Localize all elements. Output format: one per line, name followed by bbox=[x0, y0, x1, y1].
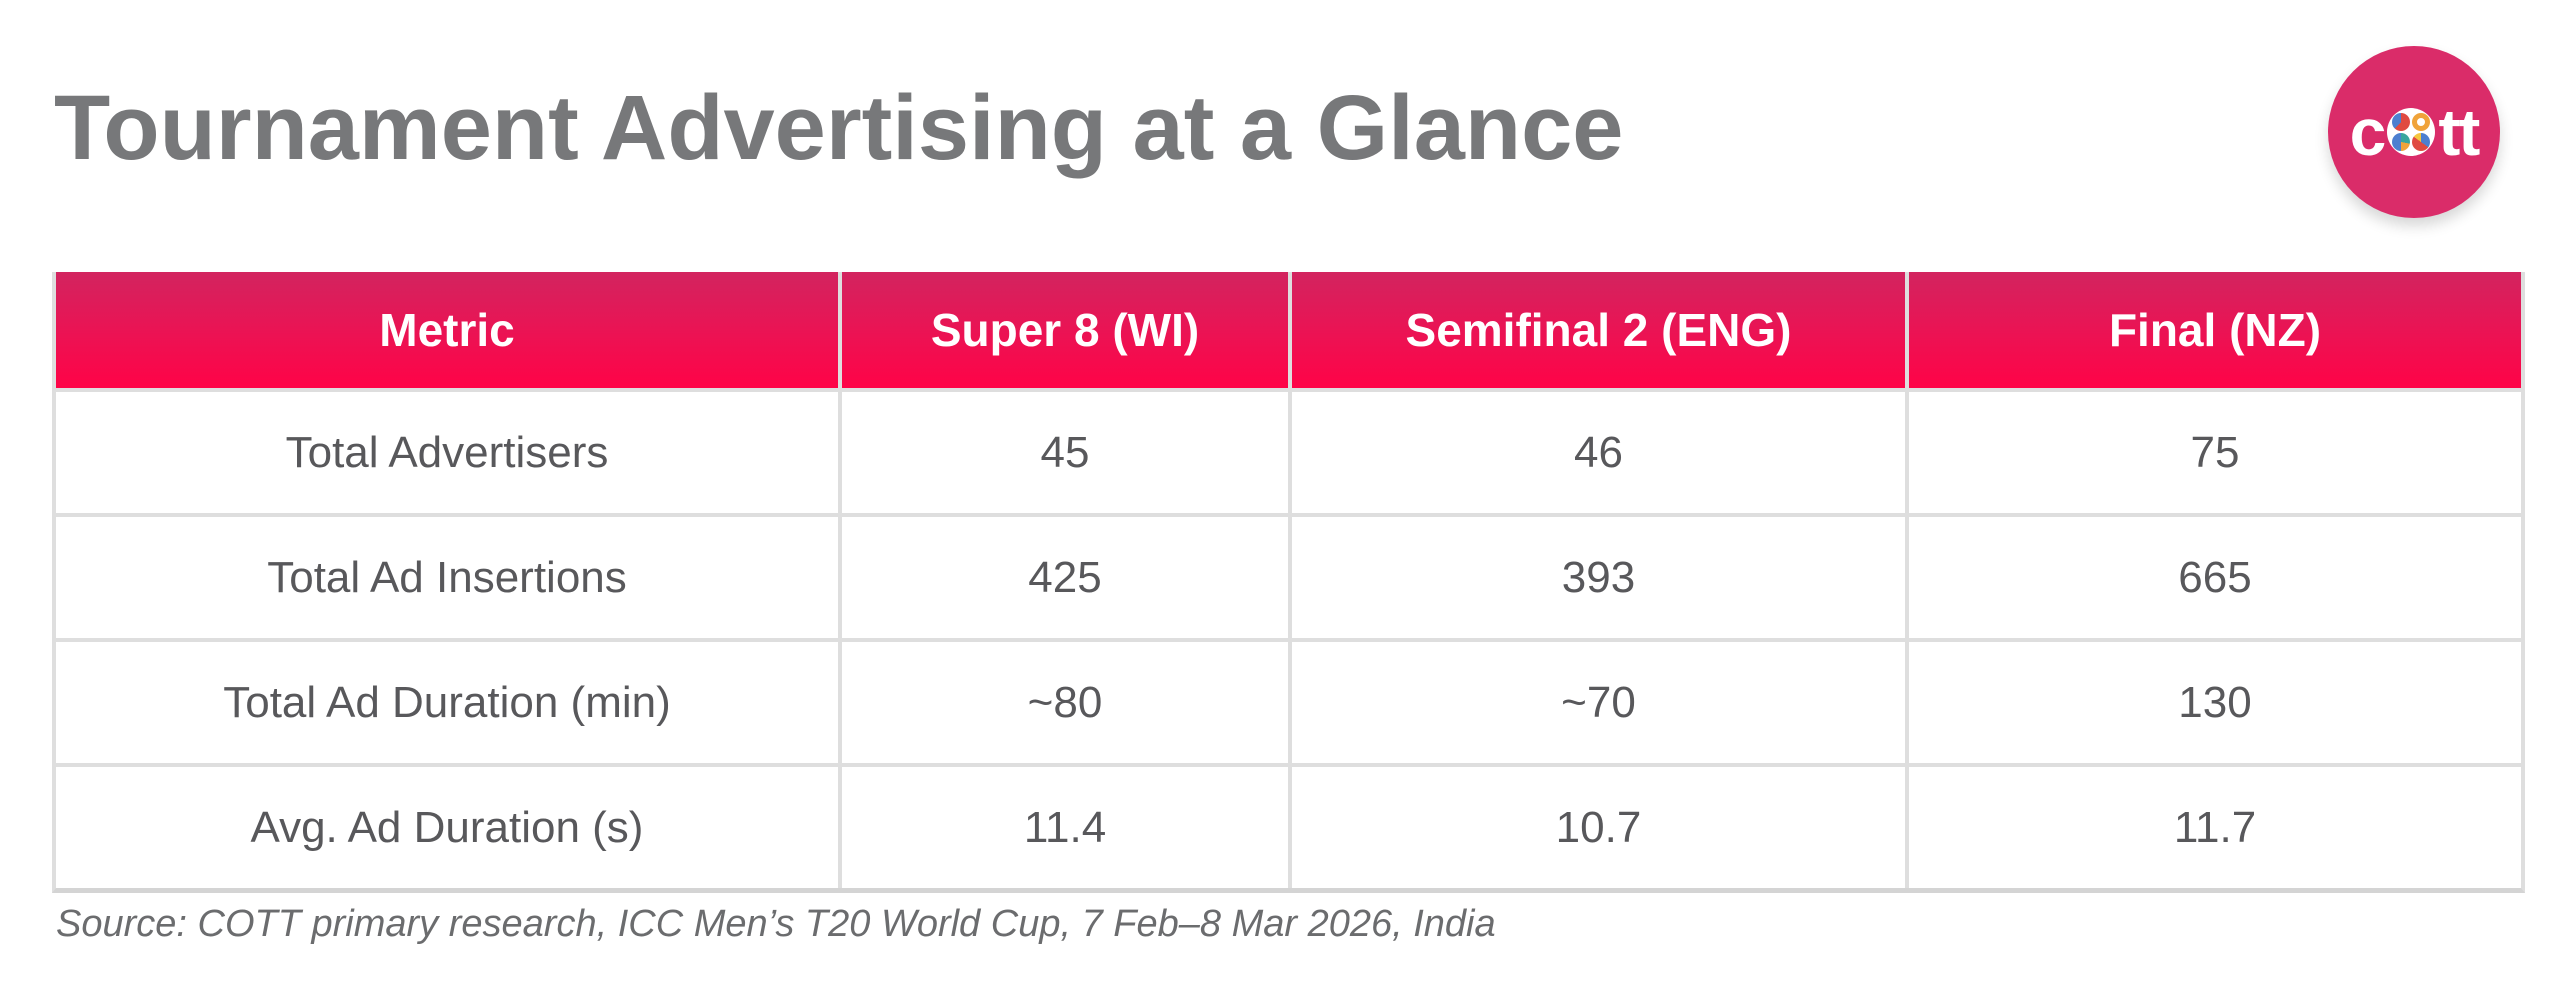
column-header-metric: Metric bbox=[56, 272, 838, 388]
cott-logo: c tt bbox=[2328, 46, 2500, 218]
table-cell: 10.7 bbox=[1292, 767, 1905, 888]
row-label-avg-ad-duration: Avg. Ad Duration (s) bbox=[56, 767, 838, 888]
pie-chart-icon bbox=[2392, 113, 2411, 131]
table-cell: 11.7 bbox=[1909, 767, 2521, 888]
table-cell: 45 bbox=[842, 392, 1288, 513]
logo-o-charts-icon bbox=[2387, 108, 2436, 156]
table-cell: 393 bbox=[1292, 517, 1905, 638]
cott-logo-text: c tt bbox=[2349, 94, 2481, 170]
table-cell: 75 bbox=[1909, 392, 2521, 513]
row-label-total-advertisers: Total Advertisers bbox=[56, 392, 838, 513]
table-cell: 11.4 bbox=[842, 767, 1288, 888]
table-cell: ~80 bbox=[842, 642, 1288, 763]
table-cell: 130 bbox=[1909, 642, 2521, 763]
column-header-final: Final (NZ) bbox=[1909, 272, 2521, 388]
logo-letters-tt: tt bbox=[2438, 95, 2480, 169]
column-header-super8: Super 8 (WI) bbox=[842, 272, 1288, 388]
row-label-total-ad-insertions: Total Ad Insertions bbox=[56, 517, 838, 638]
logo-letter-c: c bbox=[2349, 95, 2387, 169]
table-cell: 425 bbox=[842, 517, 1288, 638]
table-cell: 46 bbox=[1292, 392, 1905, 513]
page-title: Tournament Advertising at a Glance bbox=[54, 77, 1624, 179]
table-cell: 665 bbox=[1909, 517, 2521, 638]
column-header-semifinal: Semifinal 2 (ENG) bbox=[1292, 272, 1905, 388]
donut-chart-icon bbox=[2412, 113, 2431, 131]
row-label-total-ad-duration: Total Ad Duration (min) bbox=[56, 642, 838, 763]
source-note: Source: COTT primary research, ICC Men’s… bbox=[56, 903, 1496, 945]
advertising-summary-table: Metric Super 8 (WI) Semifinal 2 (ENG) Fi… bbox=[52, 272, 2525, 893]
table-cell: ~70 bbox=[1292, 642, 1905, 763]
pie-chart-icon bbox=[2412, 133, 2431, 151]
pie-chart-icon bbox=[2392, 133, 2411, 151]
